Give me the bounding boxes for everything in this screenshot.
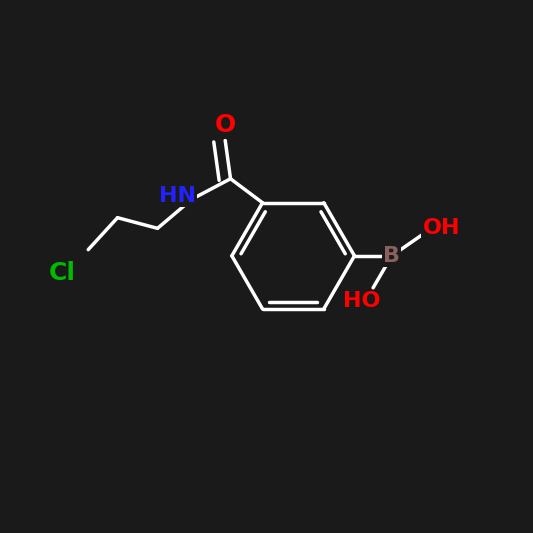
Text: B: B [383,246,400,266]
Text: Cl: Cl [49,261,76,285]
Text: HN: HN [159,187,196,206]
Text: OH: OH [423,217,460,238]
Text: O: O [215,114,236,138]
Text: HO: HO [343,291,380,311]
